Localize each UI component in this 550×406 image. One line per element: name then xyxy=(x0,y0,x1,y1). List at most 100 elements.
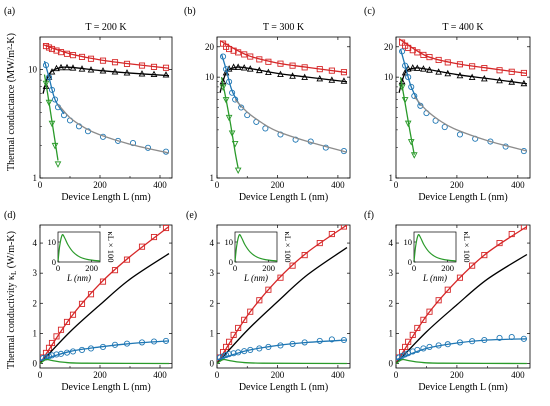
circle-marker-8 xyxy=(78,346,86,353)
circle-marker-0 xyxy=(219,53,227,60)
x-tick-label: 0 xyxy=(394,370,399,380)
series-red-square xyxy=(217,225,348,364)
triangle-marker-4 xyxy=(57,63,65,71)
x-axis-label: Device Length L (nm) xyxy=(61,382,150,393)
square-marker-9 xyxy=(265,286,272,293)
circle-marker-4 xyxy=(53,351,60,358)
square-marker-6 xyxy=(69,52,77,59)
data-layer xyxy=(396,225,528,365)
data-layer xyxy=(219,40,348,174)
circle-marker-2 xyxy=(48,86,56,93)
series-red-square xyxy=(398,38,528,77)
panel-b: (b) T = 300 K 0 200 400 1 10 20 Device Length L … xyxy=(184,6,351,203)
triangle-marker-11 xyxy=(123,69,131,76)
square-marker-2 xyxy=(48,45,56,53)
y-tick-label: 20 xyxy=(205,42,215,52)
fit-line-black xyxy=(40,253,170,364)
circle-marker-5 xyxy=(238,104,245,111)
triangle-marker-3 xyxy=(409,64,417,71)
inset-y-tick-label: 10 xyxy=(225,237,234,247)
circle-marker-1 xyxy=(219,353,227,360)
down-triangle-marker-1 xyxy=(45,99,53,107)
series-black-triangle xyxy=(398,64,528,93)
series-green-down-triangle xyxy=(398,77,418,159)
series-red-square xyxy=(219,40,348,76)
triangle-marker-10 xyxy=(111,68,119,75)
circle-marker-13 xyxy=(316,337,323,344)
y-tick-label: 1 xyxy=(33,328,38,338)
triangle-marker-9 xyxy=(277,70,284,78)
circle-marker-6 xyxy=(241,348,248,355)
y-tick-label: 3 xyxy=(210,268,215,278)
square-marker-14 xyxy=(340,69,348,76)
fit-line-blue xyxy=(396,338,527,361)
panel-label: (c) xyxy=(364,6,375,17)
y-tick-label: 1 xyxy=(210,328,215,338)
down-triangle-marker-2 xyxy=(404,120,412,128)
panel-label: (d) xyxy=(4,210,16,221)
triangle-marker-8 xyxy=(265,68,272,76)
square-marker-14 xyxy=(520,69,527,77)
circle-marker-1 xyxy=(402,62,409,69)
square-marker-12 xyxy=(316,66,323,73)
square-marker-6 xyxy=(241,316,248,323)
axes-frame xyxy=(395,36,531,179)
circle-marker-4 xyxy=(232,96,239,103)
square-marker-7 xyxy=(435,56,442,64)
square-marker-9 xyxy=(99,57,107,64)
down-triangle-marker-1 xyxy=(401,97,409,104)
axes-frame xyxy=(216,36,351,179)
triangle-marker-13 xyxy=(150,70,158,78)
panel-c: (c) T = 400 K 0 200 400 1 10 20 Device Length L … xyxy=(364,6,531,203)
circle-marker-11 xyxy=(487,138,494,145)
panel-title: T = 300 K xyxy=(263,22,305,33)
inset-y-tick-label: 0 xyxy=(229,257,233,267)
square-marker-12 xyxy=(138,62,146,69)
square-marker-4 xyxy=(409,331,416,338)
circle-marker-9 xyxy=(265,343,272,350)
circle-marker-15 xyxy=(340,336,348,344)
circle-marker-10 xyxy=(99,343,107,350)
y-tick-label: 1 xyxy=(33,173,38,183)
down-triangle-marker-1 xyxy=(222,97,230,104)
series-gray-line xyxy=(234,99,348,153)
square-marker-9 xyxy=(87,291,95,298)
inset-x-tick-label: 0 xyxy=(412,263,416,273)
down-triangle-marker-4 xyxy=(54,161,62,168)
triangle-marker-4 xyxy=(413,64,421,71)
series-black-triangle xyxy=(42,63,170,94)
y-tick-label: 10 xyxy=(205,72,215,82)
inset-x-label: L (nm) xyxy=(66,273,91,283)
triangle-marker-8 xyxy=(87,66,95,73)
x-tick-label: 200 xyxy=(450,180,464,190)
bottom-row-ylabel: Thermal conductivity κL (W/m-K) xyxy=(6,231,18,369)
y-tick-label: 3 xyxy=(33,268,38,278)
fit-line-green xyxy=(43,74,59,161)
panel-label: (e) xyxy=(186,210,197,221)
circle-marker-15 xyxy=(162,337,170,344)
square-marker-10 xyxy=(99,278,107,285)
circle-marker-5 xyxy=(235,349,242,356)
inset-x-tick-label: 0 xyxy=(56,263,60,273)
down-triangle-marker-3 xyxy=(51,142,59,150)
triangle-marker-12 xyxy=(138,70,146,77)
circle-marker-10 xyxy=(292,136,299,143)
square-marker-14 xyxy=(162,64,170,71)
square-marker-8 xyxy=(256,297,263,304)
square-marker-3 xyxy=(226,338,233,345)
fit-line-gray xyxy=(413,96,528,152)
inset: 0 200 0 10 L (nm) κL × 100 xyxy=(404,232,473,283)
down-triangle-marker-3 xyxy=(228,130,236,137)
square-marker-11 xyxy=(469,262,476,269)
square-marker-15 xyxy=(162,225,170,232)
square-marker-15 xyxy=(520,225,527,230)
x-tick-label: 0 xyxy=(38,370,43,380)
square-marker-6 xyxy=(420,316,427,323)
circle-marker-1 xyxy=(223,66,230,73)
panel-title: T = 200 K xyxy=(85,22,127,33)
square-marker-13 xyxy=(316,240,323,247)
series-blue-circle xyxy=(40,337,170,362)
inset-x-tick-label: 200 xyxy=(441,263,454,273)
y-tick-label: 2 xyxy=(389,298,394,308)
